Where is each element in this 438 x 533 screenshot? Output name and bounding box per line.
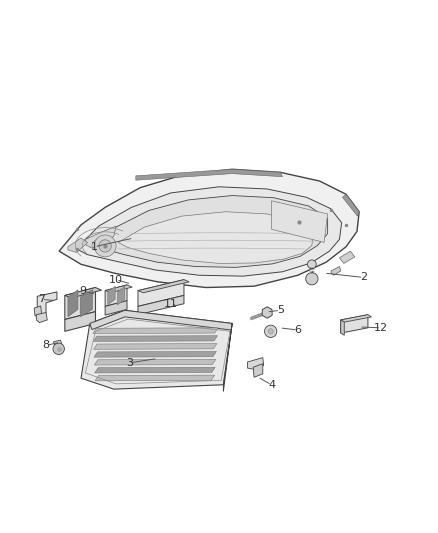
- Polygon shape: [105, 285, 132, 293]
- Polygon shape: [341, 314, 371, 322]
- Circle shape: [265, 325, 277, 337]
- Text: 8: 8: [42, 341, 49, 350]
- Polygon shape: [341, 320, 344, 335]
- Text: 11: 11: [164, 298, 178, 309]
- Polygon shape: [90, 310, 232, 330]
- Polygon shape: [339, 251, 355, 263]
- Polygon shape: [94, 359, 216, 365]
- Circle shape: [268, 329, 273, 334]
- Polygon shape: [53, 340, 62, 347]
- Circle shape: [306, 273, 318, 285]
- Text: 1: 1: [91, 242, 98, 252]
- Text: 12: 12: [374, 323, 388, 333]
- Polygon shape: [65, 312, 95, 332]
- Polygon shape: [247, 358, 264, 369]
- Polygon shape: [262, 307, 272, 318]
- Polygon shape: [108, 286, 115, 305]
- Circle shape: [53, 343, 64, 354]
- Polygon shape: [105, 285, 127, 306]
- Polygon shape: [68, 290, 78, 317]
- Polygon shape: [138, 280, 184, 306]
- Polygon shape: [81, 310, 232, 389]
- Polygon shape: [65, 287, 95, 319]
- Polygon shape: [36, 312, 47, 322]
- Polygon shape: [94, 344, 217, 349]
- Polygon shape: [136, 169, 283, 180]
- Polygon shape: [94, 196, 328, 268]
- Polygon shape: [117, 286, 125, 305]
- Text: 10: 10: [109, 274, 123, 285]
- Text: 6: 6: [294, 325, 301, 335]
- Polygon shape: [105, 301, 127, 315]
- Text: 3: 3: [126, 358, 133, 368]
- Polygon shape: [65, 287, 102, 298]
- Circle shape: [94, 235, 116, 257]
- Polygon shape: [85, 226, 116, 248]
- Polygon shape: [68, 238, 88, 253]
- Polygon shape: [343, 194, 359, 216]
- Circle shape: [99, 240, 111, 252]
- Polygon shape: [341, 314, 368, 333]
- Text: 7: 7: [38, 294, 45, 304]
- Polygon shape: [93, 336, 218, 342]
- Polygon shape: [37, 292, 57, 317]
- Polygon shape: [34, 306, 42, 316]
- Polygon shape: [95, 367, 215, 373]
- Text: 2: 2: [360, 272, 367, 282]
- Polygon shape: [93, 328, 218, 334]
- Polygon shape: [253, 364, 263, 377]
- Polygon shape: [138, 280, 189, 293]
- Text: 9: 9: [80, 286, 87, 296]
- Polygon shape: [94, 351, 216, 357]
- Polygon shape: [95, 375, 215, 381]
- Polygon shape: [331, 266, 341, 275]
- Polygon shape: [77, 187, 342, 276]
- Text: 4: 4: [268, 379, 275, 390]
- Polygon shape: [80, 290, 92, 317]
- Polygon shape: [138, 295, 184, 314]
- Text: 5: 5: [277, 305, 284, 316]
- Polygon shape: [223, 324, 232, 391]
- Polygon shape: [272, 201, 328, 243]
- Polygon shape: [118, 212, 313, 263]
- Polygon shape: [59, 169, 359, 287]
- Circle shape: [307, 260, 316, 269]
